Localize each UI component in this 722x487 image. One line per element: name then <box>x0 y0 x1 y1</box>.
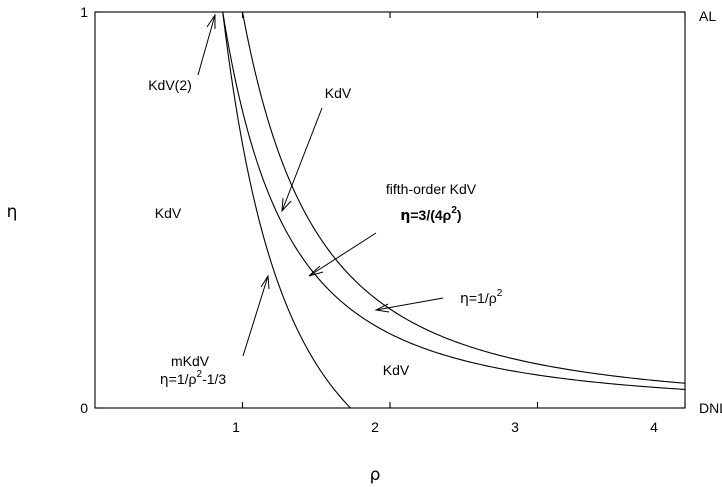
fifth-rest: =3/(4ρ <box>410 207 451 223</box>
mkdv-curve <box>222 11 351 409</box>
arrowhead-kdv2 <box>206 13 216 29</box>
plot-frame <box>94 11 686 409</box>
x-tick-label-1: 1 <box>232 419 240 435</box>
arrowhead-fifth-order <box>308 265 324 277</box>
eta-rho2-eta: η <box>460 291 469 307</box>
x-axis-label: ρ <box>370 465 381 485</box>
y-axis-label: η <box>7 202 18 222</box>
fifth-exp: 2 <box>451 205 457 216</box>
fifth-close: ) <box>457 207 462 223</box>
curves <box>222 11 686 409</box>
arrow-mkdv <box>242 275 269 357</box>
y-tick-label-0: 0 <box>80 400 88 416</box>
label-eta-rho2: η=1/ρ2 <box>460 288 503 307</box>
right-label-al: AL <box>699 8 716 24</box>
label-kdv-top: KdV <box>325 85 352 101</box>
mkdv-exp: 2 <box>197 369 203 380</box>
label-kdv-left: KdV <box>155 205 182 221</box>
x-tick-label-4: 4 <box>650 419 658 435</box>
mkdv-eta: η <box>160 372 169 388</box>
arrow-kdv2 <box>197 14 216 76</box>
ticks <box>95 11 686 409</box>
label-fifth-order-line2: η=3/(4ρ2) <box>400 205 461 224</box>
label-kdv-bottom: KdV <box>383 362 410 378</box>
label-mkdv-line1: mKdV <box>171 353 210 369</box>
x-tick-label-2: 2 <box>371 419 379 435</box>
arrow-eta-rho2 <box>375 297 444 311</box>
x-tick-label-3: 3 <box>511 419 519 435</box>
eta-1-over-rho2-curve <box>241 11 686 384</box>
arrowhead-mkdv <box>260 274 270 290</box>
arrowhead-eta-rho2 <box>374 303 390 313</box>
label-mkdv-line2: η=1/ρ2-1/3 <box>160 369 227 388</box>
mkdv-rest: =1/ρ <box>169 371 197 387</box>
fifth-order-kdv-curve <box>222 11 686 390</box>
y-tick-label-1: 1 <box>80 4 88 20</box>
arrow-fifth-order <box>308 232 377 277</box>
arrow-kdv-top <box>281 107 323 212</box>
label-fifth-order-line1: fifth-order KdV <box>386 181 477 197</box>
eta-rho2-exp: 2 <box>497 288 503 299</box>
mkdv-tail: -1/3 <box>202 371 226 387</box>
label-kdv2: KdV(2) <box>148 77 192 93</box>
annotation-arrows <box>197 13 444 357</box>
right-label-dnls: DNLS <box>699 400 722 416</box>
fifth-eta: η <box>400 208 410 224</box>
arrowhead-kdv-top <box>281 197 292 213</box>
eta-rho2-rest: =1/ρ <box>469 290 497 306</box>
